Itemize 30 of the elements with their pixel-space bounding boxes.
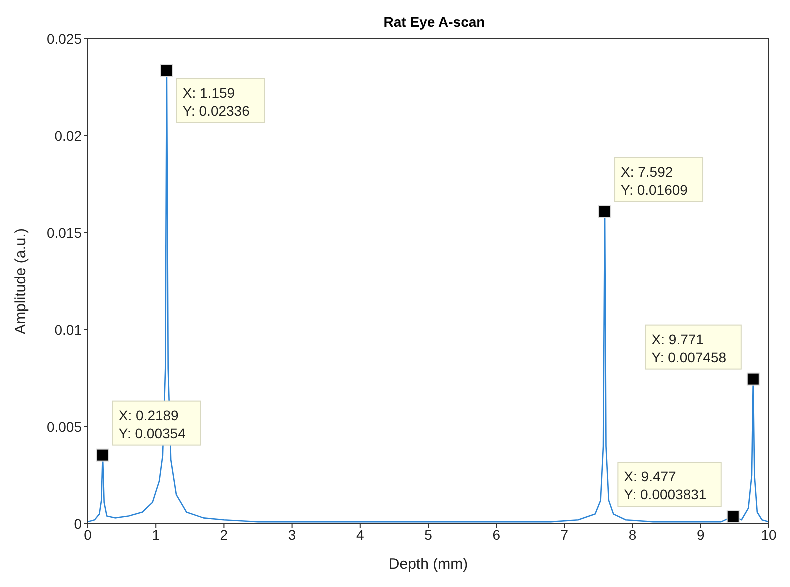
datatip: X: 0.2189 Y: 0.00354 bbox=[96, 400, 202, 462]
datatip: X: 9.477 Y: 0.0003831 bbox=[618, 462, 740, 524]
x-tick-label: 7 bbox=[560, 526, 569, 543]
annotation: X: 1.159 Y: 0.02336 bbox=[182, 84, 250, 119]
chart-title: Rat Eye A-scan bbox=[382, 14, 486, 30]
x-axis-title: Depth (mm) bbox=[388, 556, 468, 573]
x-tick-label: 6 bbox=[492, 526, 501, 543]
x-tick-label: 8 bbox=[628, 526, 637, 543]
y-tick-label: 0 bbox=[74, 516, 82, 532]
y-axis-title: Amplitude (a.u.) bbox=[12, 228, 30, 334]
y-tick-label: 0.02 bbox=[54, 128, 82, 144]
annotation: X: 0.2189 Y: 0.00354 bbox=[118, 407, 186, 442]
annotation: X: 9.771 Y: 0.007458 bbox=[652, 331, 727, 366]
annotation: X: 9.477 Y: 0.0003831 bbox=[624, 468, 707, 503]
annotation: X: 7.592 Y: 0.01609 bbox=[621, 164, 688, 198]
y-tick-label: 0.005 bbox=[46, 418, 82, 435]
datatip: X: 1.159 Y: 0.02336 bbox=[160, 64, 266, 124]
x-tick-label: 4 bbox=[356, 526, 364, 543]
x-tick-label: 0 bbox=[84, 526, 92, 543]
y-tick-label: 0.025 bbox=[46, 30, 82, 47]
x-tick-label: 5 bbox=[424, 526, 433, 543]
y-tick-label: 0.015 bbox=[46, 224, 82, 241]
x-tick-label: 10 bbox=[761, 526, 777, 543]
y-tick-label: 0.01 bbox=[54, 322, 82, 338]
x-tick-label: 9 bbox=[697, 526, 705, 543]
x-tick-label: 3 bbox=[288, 526, 296, 543]
x-tick-label: 2 bbox=[220, 526, 228, 543]
datatip: X: 7.592 Y: 0.01609 bbox=[598, 157, 704, 218]
x-tick-label: 1 bbox=[152, 526, 160, 543]
datatip: X: 9.771 Y: 0.007458 bbox=[645, 324, 760, 386]
